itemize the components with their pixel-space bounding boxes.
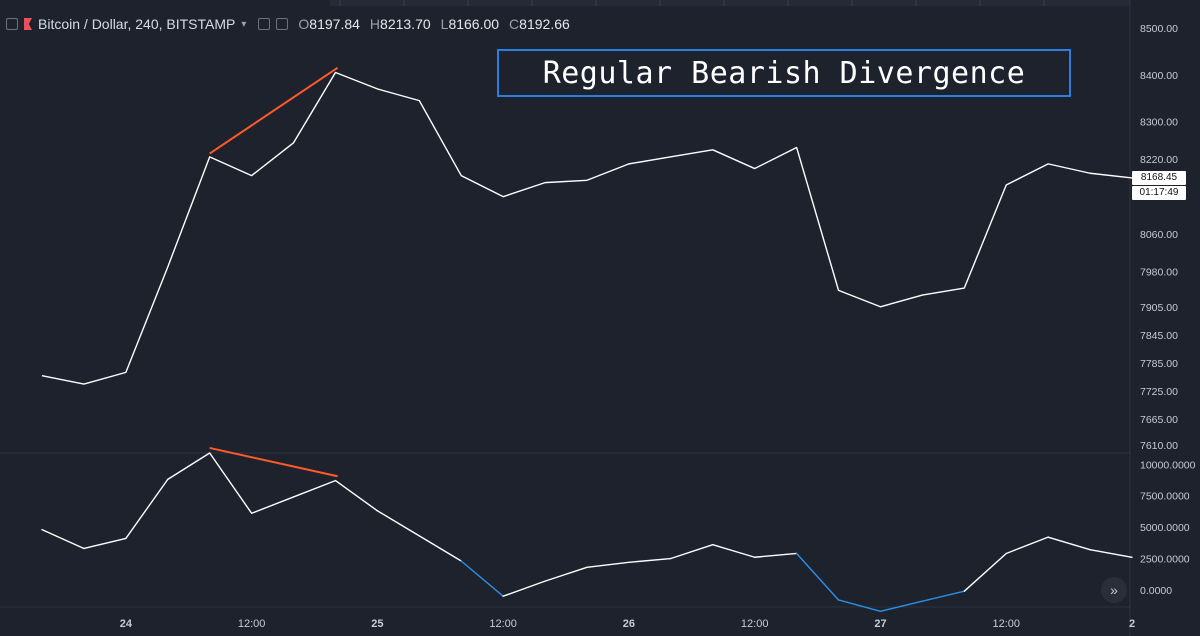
oscillator-segment	[1005, 536, 1049, 555]
oscillator-segment	[250, 496, 295, 514]
price-axis-tick: 7610.00	[1140, 440, 1178, 452]
price-axis-tick: 7785.00	[1140, 358, 1178, 370]
oscillator-segment	[418, 535, 462, 562]
price-axis-tick: 7980.00	[1140, 267, 1178, 279]
price-divergence-line	[209, 66, 339, 155]
price-axis-tick: 7665.00	[1140, 414, 1178, 426]
time-axis-tick: 25	[371, 618, 383, 630]
oscillator-segment	[586, 561, 630, 569]
oscillator-segment	[167, 452, 211, 481]
price-axis-tick: 8060.00	[1140, 229, 1178, 241]
oscillator-segment	[544, 566, 588, 582]
oscillator-segment	[712, 543, 756, 558]
open-value: O8197.84	[298, 16, 360, 32]
oscillator-segment	[670, 543, 714, 560]
divergence-annotation: Regular Bearish Divergence	[497, 49, 1071, 97]
scroll-to-realtime-button[interactable]: »	[1101, 577, 1127, 603]
time-axis-tick: 12:00	[489, 618, 517, 630]
oscillator-axis-tick: 7500.0000	[1140, 491, 1190, 503]
oscillator-segment	[460, 560, 504, 597]
oscillator-segment	[837, 599, 882, 612]
time-axis-tick: 27	[874, 618, 886, 630]
price-line	[41, 71, 1133, 385]
top-strip	[330, 0, 1130, 6]
price-axis-tick: 7725.00	[1140, 386, 1178, 398]
oscillator-segment	[1047, 536, 1091, 551]
oscillator-segment	[292, 479, 337, 498]
oscillator-segment	[628, 557, 672, 563]
eye-icon[interactable]	[276, 18, 289, 30]
oscillator-segment	[125, 478, 169, 540]
price-axis-tick: 8300.00	[1140, 117, 1178, 129]
close-value: C8192.66	[509, 16, 570, 32]
last-price-tag: 8168.45	[1132, 171, 1186, 185]
time-axis-tick: 24	[120, 618, 133, 630]
chart-header: Bitcoin / Dollar, 240, BITSTAMP ▾ O8197.…	[6, 12, 570, 36]
oscillator-segment	[795, 552, 840, 601]
countdown-tag: 01:17:49	[1132, 186, 1186, 200]
oscillator-segment	[83, 537, 127, 550]
oscillator-segment	[753, 552, 798, 558]
oscillator-segment	[502, 580, 546, 597]
expand-icon[interactable]	[6, 18, 18, 30]
oscillator-axis-tick: 0.0000	[1140, 585, 1172, 597]
high-value: H8213.70	[369, 16, 431, 32]
oscillator-segment	[879, 600, 924, 612]
time-axis-tick: 12:00	[238, 618, 266, 630]
time-axis-tick: 26	[623, 618, 635, 630]
oscillator-segment	[376, 510, 421, 537]
symbol-title[interactable]: Bitcoin / Dollar, 240, BITSTAMP	[38, 16, 236, 32]
settings-icon[interactable]	[258, 18, 271, 30]
oscillator-segment	[921, 590, 966, 602]
price-axis-tick: 8400.00	[1140, 70, 1178, 82]
time-axis-tick: 2	[1129, 618, 1135, 630]
oscillator-segment	[208, 452, 253, 514]
oscillator-axis-tick: 2500.0000	[1140, 554, 1190, 566]
price-axis-tick: 8500.00	[1140, 23, 1178, 35]
oscillator-segment	[963, 552, 1007, 592]
oscillator-axis-tick: 5000.0000	[1140, 522, 1190, 534]
price-axis-tick: 8220.00	[1140, 154, 1178, 166]
symbol-flag-icon	[24, 18, 32, 30]
time-axis-tick: 12:00	[741, 618, 769, 630]
oscillator-segment	[1089, 549, 1133, 558]
oscillator-segment	[334, 479, 379, 512]
low-value: L8166.00	[440, 16, 500, 32]
price-axis-tick: 7905.00	[1140, 302, 1178, 314]
oscillator-divergence-line	[209, 446, 338, 478]
price-axis-tick: 7845.00	[1140, 330, 1178, 342]
oscillator-segment	[41, 528, 85, 550]
time-axis-tick: 12:00	[992, 618, 1020, 630]
oscillator-axis-tick: 10000.0000	[1140, 459, 1196, 471]
chevron-down-icon[interactable]: ▾	[241, 18, 247, 30]
